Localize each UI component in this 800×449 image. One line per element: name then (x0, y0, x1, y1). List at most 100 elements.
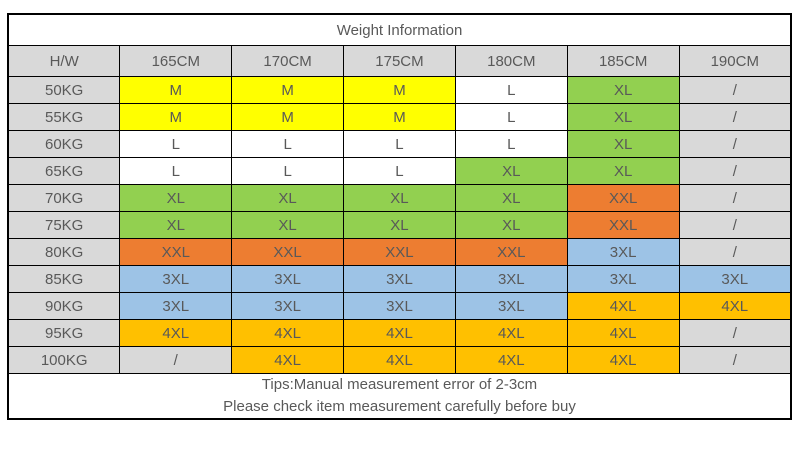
size-cell: 3XL (454, 265, 568, 293)
size-cell: L (454, 130, 568, 158)
column-header-hw: H/W (7, 45, 121, 77)
size-cell: L (231, 157, 345, 185)
size-cell: / (678, 238, 792, 266)
size-cell: 4XL (343, 319, 456, 347)
size-cell: XXL (231, 238, 345, 266)
size-cell: 4XL (678, 292, 792, 320)
row-header-weight: 100KG (7, 346, 121, 374)
size-cell: XXL (343, 238, 456, 266)
size-cell: XL (566, 103, 680, 131)
row-header-weight: 70KG (7, 184, 121, 212)
size-cell: XL (454, 211, 568, 239)
size-cell: M (343, 76, 456, 104)
size-cell: L (454, 103, 568, 131)
row-header-weight: 90KG (7, 292, 121, 320)
column-header-165cm: 165CM (119, 45, 233, 77)
size-cell: 3XL (566, 238, 680, 266)
size-cell: 3XL (566, 265, 680, 293)
size-cell: XXL (454, 238, 568, 266)
size-cell: 3XL (119, 265, 233, 293)
size-cell: 3XL (231, 265, 345, 293)
size-cell: M (119, 76, 233, 104)
table-row-60kg: 60KG L L L L XL / (7, 130, 792, 158)
row-header-weight: 55KG (7, 103, 121, 131)
table-row-85kg: 85KG 3XL 3XL 3XL 3XL 3XL 3XL (7, 265, 792, 293)
size-cell: XL (231, 184, 345, 212)
size-cell: L (119, 130, 233, 158)
header-row: H/W 165CM 170CM 175CM 180CM 185CM 190CM (7, 45, 792, 77)
tips-line-1: Tips:Manual measurement error of 2-3cm (261, 376, 538, 393)
size-cell: 4XL (343, 346, 456, 374)
table-row-65kg: 65KG L L L XL XL / (7, 157, 792, 185)
size-cell: 3XL (454, 292, 568, 320)
size-cell: XXL (566, 184, 680, 212)
column-header-190cm: 190CM (678, 45, 792, 77)
size-cell: L (231, 130, 345, 158)
tips-cell: Tips:Manual measurement error of 2-3cm P… (7, 373, 792, 420)
size-cell: 3XL (343, 265, 456, 293)
size-cell: / (678, 184, 792, 212)
row-header-weight: 60KG (7, 130, 121, 158)
table-row-95kg: 95KG 4XL 4XL 4XL 4XL 4XL / (7, 319, 792, 347)
column-header-180cm: 180CM (454, 45, 568, 77)
tips-row: Tips:Manual measurement error of 2-3cm P… (7, 373, 792, 420)
size-cell: 4XL (231, 319, 345, 347)
table-row-70kg: 70KG XL XL XL XL XXL / (7, 184, 792, 212)
size-cell: / (678, 346, 792, 374)
size-cell: / (119, 346, 233, 374)
size-cell: XL (343, 211, 456, 239)
table-row-100kg: 100KG / 4XL 4XL 4XL 4XL / (7, 346, 792, 374)
table-row-80kg: 80KG XXL XXL XXL XXL 3XL / (7, 238, 792, 266)
row-header-weight: 75KG (7, 211, 121, 239)
table-row-75kg: 75KG XL XL XL XL XXL / (7, 211, 792, 239)
size-cell: M (343, 103, 456, 131)
size-cell: L (343, 157, 456, 185)
size-cell: / (678, 130, 792, 158)
tips-line-2: Please check item measurement carefully … (223, 398, 576, 415)
size-cell: XL (119, 211, 233, 239)
column-header-175cm: 175CM (343, 45, 456, 77)
size-cell: L (119, 157, 233, 185)
size-cell: 4XL (231, 346, 345, 374)
size-cell: M (231, 103, 345, 131)
size-cell: XL (566, 157, 680, 185)
size-cell: / (678, 103, 792, 131)
title-row: Weight Information (7, 13, 792, 46)
size-cell: 4XL (566, 292, 680, 320)
row-header-weight: 85KG (7, 265, 121, 293)
size-cell: 3XL (119, 292, 233, 320)
size-cell: 4XL (566, 319, 680, 347)
size-cell: XXL (119, 238, 233, 266)
size-cell: / (678, 319, 792, 347)
row-header-weight: 95KG (7, 319, 121, 347)
size-cell: / (678, 211, 792, 239)
size-cell: 4XL (454, 346, 568, 374)
size-cell: 3XL (231, 292, 345, 320)
column-header-185cm: 185CM (566, 45, 680, 77)
row-header-weight: 65KG (7, 157, 121, 185)
size-cell: 3XL (343, 292, 456, 320)
column-header-170cm: 170CM (231, 45, 345, 77)
size-cell: M (231, 76, 345, 104)
size-cell: / (678, 76, 792, 104)
size-cell: 3XL (678, 265, 792, 293)
size-cell: 4XL (566, 346, 680, 374)
page-title: Weight Information (7, 13, 792, 46)
table-row-50kg: 50KG M M M L XL / (7, 76, 792, 104)
table-row-55kg: 55KG M M M L XL / (7, 103, 792, 131)
size-cell: XL (566, 76, 680, 104)
size-cell: / (678, 157, 792, 185)
size-cell: XL (454, 157, 568, 185)
row-header-weight: 80KG (7, 238, 121, 266)
size-cell: M (119, 103, 233, 131)
size-cell: XL (454, 184, 568, 212)
size-cell: XL (119, 184, 233, 212)
table-row-90kg: 90KG 3XL 3XL 3XL 3XL 4XL 4XL (7, 292, 792, 320)
size-cell: L (454, 76, 568, 104)
size-cell: L (343, 130, 456, 158)
size-cell: XXL (566, 211, 680, 239)
size-cell: XL (343, 184, 456, 212)
size-cell: 4XL (454, 319, 568, 347)
size-cell: XL (231, 211, 345, 239)
size-cell: XL (566, 130, 680, 158)
